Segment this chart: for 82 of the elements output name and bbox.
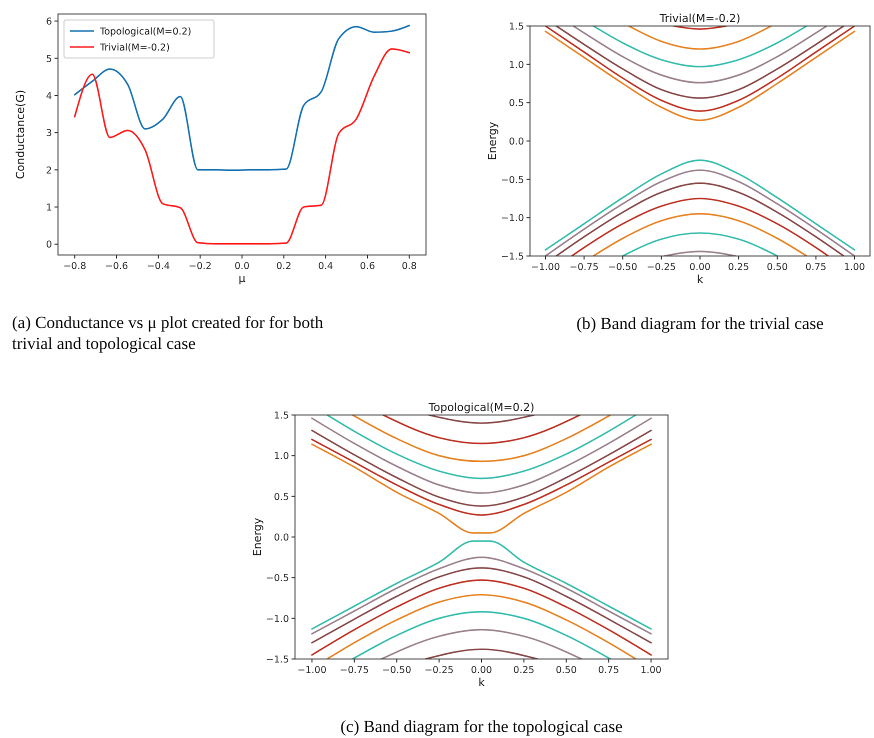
y-tick-label: 5 [46,54,52,65]
y-axis-title: Energy [486,121,499,160]
x-tick-label: −0.50 [608,262,638,273]
y-tick-label: 3 [46,128,52,140]
x-tick-label: −1.00 [297,665,327,676]
line-series [592,213,808,256]
line-series [311,430,652,507]
line-series [592,26,808,68]
y-axis-title: Conductance(G) [14,90,27,180]
x-tick-label: 0.00 [689,262,711,273]
y-tick-label: −1.0 [266,614,289,625]
y-tick-label: 1 [46,202,52,214]
x-axis-title: k [696,273,704,286]
y-axis-title: Energy [251,517,264,556]
line-series [311,567,652,644]
x-tick-label: 0.25 [728,262,750,273]
text: (a) Conductance vs μ plot created for for both trivial and topological case [12,313,324,353]
line-series [326,415,637,480]
x-tick-label: 0.0 [234,261,250,272]
y-tick-label: 0 [46,240,52,251]
line-series [570,198,830,256]
x-tick-label: 1.00 [640,665,662,676]
x-tick-label: −0.6 [105,261,128,272]
line-series [555,26,845,99]
line-series [74,24,410,172]
y-tick-label: 4 [46,90,52,102]
x-tick-label: 0.6 [360,261,376,272]
x-tick-label: −0.2 [188,261,212,272]
chart-title: Topological(M=0.2) [428,401,534,414]
y-tick-label: 0.0 [508,136,524,148]
x-tick-label: 0.2 [276,261,292,272]
line-series [572,26,828,84]
line-series [544,159,856,251]
y-tick-label: 1.0 [274,451,289,462]
line-series [311,579,652,656]
x-tick-label: 0.50 [556,665,577,676]
x-tick-label: −0.8 [63,261,86,272]
y-tick-label: 2 [46,165,52,176]
x-tick-label: 0.50 [766,262,788,273]
y-tick-label: 1.0 [508,60,524,71]
y-tick-label: 6 [46,16,52,28]
y-tick-label: 1.5 [274,410,289,422]
line-series [311,540,652,630]
x-tick-label: 0.25 [513,665,534,676]
x-tick-label: 0.8 [402,261,417,272]
line-series [555,182,845,256]
y-tick-label: −0.5 [500,174,524,186]
x-tick-label: −0.4 [146,261,170,272]
y-tick-label: −0.5 [266,573,289,584]
y-tick-label: 0.5 [508,98,524,110]
y-tick-label: 0.0 [274,532,289,544]
line-series [311,443,652,534]
x-tick-label: 0.75 [805,262,826,273]
line-series [311,417,652,494]
y-tick-label: −1.0 [500,213,524,224]
y-tick-label: 1.5 [508,22,524,32]
x-tick-label: 0.4 [318,261,334,272]
y-tick-label: −1.5 [500,252,524,262]
x-tick-label: 0.75 [598,665,620,676]
x-axis-title: k [478,676,486,689]
line-series [311,438,652,516]
line-series [311,556,652,635]
x-tick-label: −0.25 [424,665,454,676]
line-series [544,169,856,256]
x-tick-label: −0.75 [340,665,369,676]
y-tick-label: 0.5 [274,492,289,503]
line-series [352,611,612,659]
line-series [326,594,637,659]
y-tick-label: −1.5 [266,654,289,666]
x-tick-label: 0.00 [470,665,492,676]
legend-label: Topological(M=0.2) [99,26,192,38]
x-tick-label: −0.25 [646,262,676,273]
x-tick-label: −0.75 [570,262,599,273]
x-axis-title: μ [238,272,246,285]
chart-title: Trivial(M=-0.2) [658,12,740,25]
x-tick-label: 1.00 [844,262,866,273]
text: (c) Band diagram for the topological case [340,717,623,736]
text: (b) Band diagram for the trivial case [576,314,824,333]
line-series [352,415,612,462]
x-tick-label: −0.50 [382,665,412,676]
x-tick-label: −1.00 [530,262,560,273]
legend-label: Trivial(M=-0.2) [99,42,170,54]
